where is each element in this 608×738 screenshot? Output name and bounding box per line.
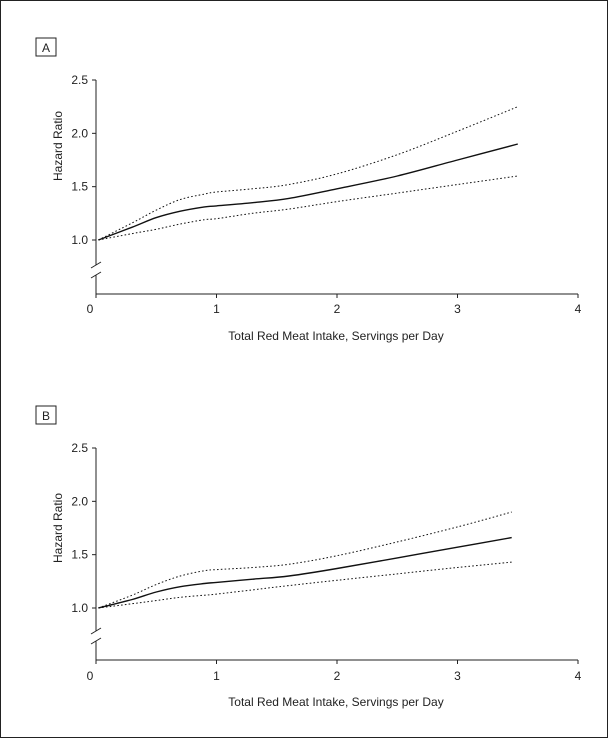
panel-a-axis-break-mark [90,271,102,279]
panel-a-x-tick-label: 2 [334,302,341,316]
panel-b-y-tick-label: 1.0 [71,601,88,615]
panel-b-label-box [35,405,57,425]
panel-b: B Hazard Ratio Total Red Meat Intake, Se… [35,405,582,709]
panel-b-axis-break-mark [90,627,102,635]
panel-b-x-tick-label: 3 [454,669,461,683]
panel-b-series-estimate [98,536,512,609]
panel-a: A Hazard Ratio Total Red Meat Intake, Se… [35,37,582,343]
panel-a-axis-break-mark [90,261,102,269]
panel-a-series-upper-ci [98,106,518,241]
panel-b-series-upper-ci [98,511,512,609]
panel-b-label: B [42,409,50,423]
panel-b-plot: 1.0 1.5 2.0 2.5 0 1 2 3 4 [71,441,581,683]
panel-b-y-axis-title: Hazard Ratio [51,493,65,563]
panel-a-x-tick-label: 0 [87,302,94,316]
panel-a-x-tick-label: 1 [213,302,220,316]
panel-b-y-tick-label: 2.5 [71,441,88,455]
panel-b-axis-break-mark [90,637,102,645]
panel-b-x-tick-label: 1 [213,669,220,683]
panel-a-y-tick-label: 2.5 [71,73,88,87]
panel-a-series-estimate [98,143,518,241]
panel-a-y-tick-label: 2.0 [71,126,88,140]
panel-b-x-axis-title: Total Red Meat Intake, Servings per Day [228,695,443,709]
panel-b-y-tick-label: 2.0 [71,494,88,508]
panel-b-x-tick-label: 4 [575,669,582,683]
panel-a-plot: 1.0 1.5 2.0 2.5 0 1 2 3 4 [71,73,581,316]
panel-b-x-tick-label: 0 [87,669,94,683]
panel-a-label: A [42,41,50,55]
panel-a-y-tick-label: 1.0 [71,233,88,247]
panel-b-x-tick-label: 2 [334,669,341,683]
panel-a-series-lower-ci [98,175,518,241]
panel-a-y-axis-title: Hazard Ratio [51,111,65,181]
panel-a-x-tick-label: 3 [454,302,461,316]
panel-a-x-axis-title: Total Red Meat Intake, Servings per Day [228,329,443,343]
panel-a-label-box [35,37,57,57]
panel-a-x-tick-label: 4 [575,302,582,316]
panel-b-y-tick-label: 1.5 [71,548,88,562]
panel-a-y-tick-label: 1.5 [71,180,88,194]
panel-b-series-lower-ci [98,561,512,609]
